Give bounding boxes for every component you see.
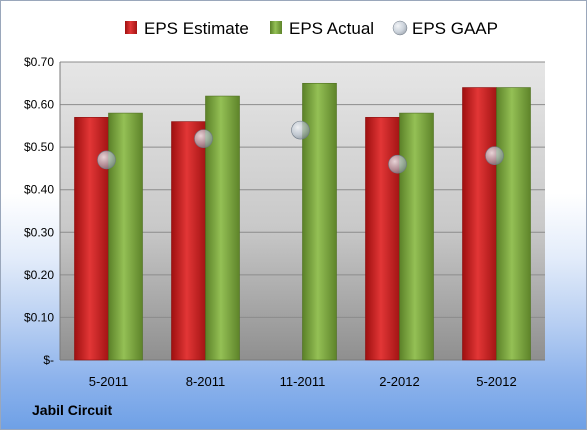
- x-tick-label: 11-2011: [280, 374, 326, 389]
- y-tick-label: $0.10: [24, 310, 54, 324]
- bar-eps-estimate: [462, 87, 497, 361]
- y-tick-label: $0.20: [24, 268, 54, 282]
- y-tick-label: $0.60: [24, 98, 54, 112]
- legend-label: EPS Actual: [289, 19, 374, 38]
- x-tick-label: 5-2012: [476, 374, 516, 389]
- marker-eps-gaap: [388, 154, 407, 174]
- x-axis: 5-2011 8-2011 11-2011 2-2012 5-2012: [89, 374, 517, 389]
- y-tick-label: $0.50: [24, 140, 54, 154]
- y-tick-label: $0.30: [24, 225, 54, 239]
- marker-eps-gaap: [97, 150, 116, 170]
- legend-label: EPS GAAP: [412, 19, 498, 38]
- bars: [74, 82, 531, 361]
- bar-eps-actual: [108, 112, 143, 361]
- marker-eps-gaap: [291, 120, 310, 140]
- y-tick-label: $0.40: [24, 183, 54, 197]
- legend: EPS Estimate EPS Actual EPS GAAP: [125, 19, 498, 38]
- marker-eps-gaap: [194, 129, 213, 148]
- y-axis: $- $0.10 $0.20 $0.30 $0.40 $0.50 $0.60 $0.70: [24, 55, 61, 367]
- bar-eps-actual: [496, 87, 531, 361]
- gaap-markers: [97, 120, 504, 174]
- legend-swatch-gaap: [392, 20, 408, 36]
- bar-eps-actual: [399, 112, 434, 361]
- x-tick-label: 8-2011: [186, 374, 226, 389]
- bar-eps-estimate: [171, 121, 206, 361]
- y-tick-label: $0.70: [24, 55, 54, 69]
- x-tick-label: 5-2011: [89, 374, 129, 389]
- bar-eps-estimate: [365, 117, 400, 361]
- company-name: Jabil Circuit: [32, 402, 113, 418]
- legend-swatch-estimate: [125, 21, 137, 34]
- legend-swatch-actual: [270, 21, 282, 34]
- marker-eps-gaap: [485, 146, 504, 165]
- legend-label: EPS Estimate: [144, 19, 249, 38]
- x-tick-label: 2-2012: [379, 374, 419, 389]
- y-tick-label: $-: [43, 353, 54, 367]
